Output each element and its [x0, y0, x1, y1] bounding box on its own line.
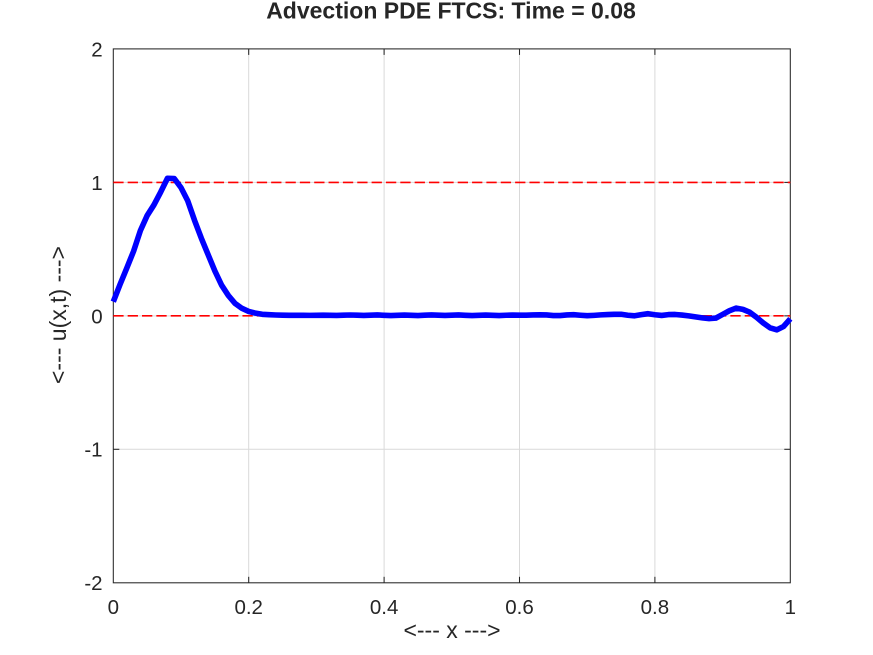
svg-text:0: 0	[108, 596, 119, 619]
svg-text:0.8: 0.8	[641, 596, 670, 619]
svg-text:<--- x --->: <--- x --->	[403, 617, 500, 643]
svg-text:1: 1	[785, 596, 796, 619]
svg-text:0.6: 0.6	[505, 596, 534, 619]
svg-text:0.2: 0.2	[234, 596, 263, 619]
svg-text:0: 0	[91, 305, 102, 328]
svg-text:0.4: 0.4	[370, 596, 399, 619]
svg-text:1: 1	[91, 172, 102, 195]
svg-text:<--- u(x,t) --->: <--- u(x,t) --->	[45, 246, 71, 384]
svg-text:-2: -2	[84, 572, 102, 595]
svg-text:2: 2	[91, 38, 102, 61]
svg-text:-1: -1	[84, 439, 102, 462]
svg-text:Advection PDE FTCS: Time = 0.0: Advection PDE FTCS: Time = 0.08	[266, 0, 636, 23]
